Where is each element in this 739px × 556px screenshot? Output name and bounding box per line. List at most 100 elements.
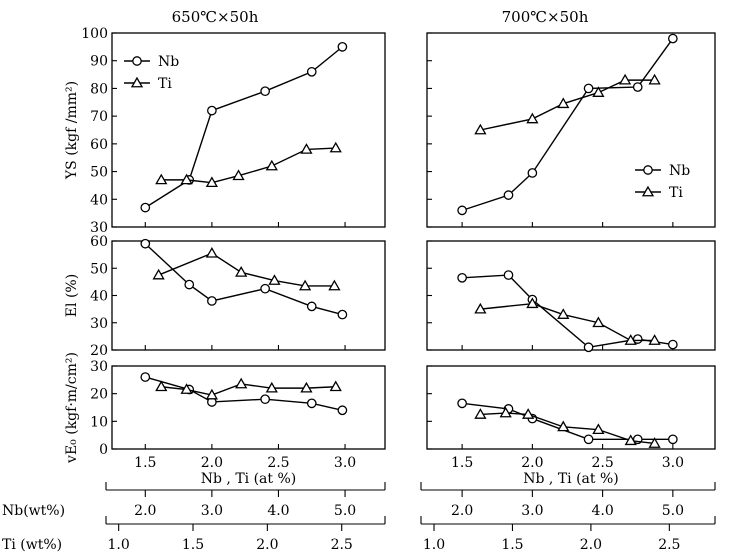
secondary-tick-label: 2.0: [580, 537, 602, 553]
data-point-ti: [328, 279, 341, 291]
data-point-ti: [526, 297, 539, 309]
y-tick-label: 30: [90, 220, 108, 236]
data-point-nb: [503, 190, 514, 200]
panel-el-650: 20 30 40 50 60 El (%): [64, 234, 386, 359]
data-point-nb: [583, 434, 594, 445]
legend-marker: [132, 56, 142, 66]
legend-label: Ti: [669, 185, 683, 201]
data-point-nb: [306, 301, 317, 312]
panel-el-700: [426, 240, 716, 353]
data-point-ti: [474, 123, 487, 135]
data-point-ti: [526, 112, 539, 124]
data-point-nb: [260, 394, 270, 405]
y-tick-label: 50: [90, 261, 108, 277]
data-point-ti: [557, 97, 570, 109]
data-point-nb: [457, 272, 467, 283]
secondary-tick-label: 3.0: [521, 503, 543, 519]
series-line-nb: [144, 243, 343, 316]
data-point-ti: [592, 423, 605, 435]
series-line-nb: [462, 402, 673, 441]
series-line-ti: [480, 302, 655, 342]
series-nb: [140, 238, 348, 320]
x-tick-label: 1.5: [451, 455, 473, 471]
x-tick-label: 2.0: [521, 455, 543, 471]
x-axis-label: Nb , Ti (at %): [201, 471, 296, 487]
secondary-tick-label: 3.0: [201, 503, 223, 519]
panel-ve0-650: 0 10 20 30 1.5 2.0 2.5 3.0 vE₀ (kgf·m/cm²) Nb , T…: [64, 352, 386, 487]
y-tick-label: 90: [90, 54, 108, 70]
data-point-ti: [522, 408, 535, 419]
secondary-tick-label: 5.0: [334, 503, 356, 519]
secondary-tick-label: 4.0: [267, 503, 289, 519]
series-ti: [474, 73, 661, 135]
legend-marker: [130, 76, 144, 88]
data-point-ti: [329, 141, 342, 153]
y-tick-label: 0: [99, 442, 108, 458]
legend-label: Nb: [669, 163, 690, 179]
data-point-ti: [474, 302, 487, 314]
y-axis-label: El (%): [64, 274, 80, 317]
x-axis-label: Nb , Ti (at %): [523, 471, 618, 487]
data-point-nb: [583, 342, 594, 353]
data-point-nb: [457, 398, 467, 409]
secondary-axis-label: Nb(wt%): [2, 503, 65, 519]
y-tick-label: 100: [81, 26, 108, 42]
data-point-nb: [306, 66, 317, 77]
data-point-ti: [624, 334, 637, 345]
plot-frame: [111, 32, 386, 228]
data-point-ti: [205, 388, 218, 400]
data-point-ti: [180, 173, 193, 185]
series-nb: [457, 398, 678, 445]
y-tick-label: 80: [90, 81, 108, 97]
column-title-650: 650℃×50h: [172, 8, 259, 26]
plot-frame: [426, 240, 716, 351]
data-point-nb: [457, 205, 467, 216]
data-point-nb: [527, 168, 538, 178]
legend-marker: [643, 165, 653, 175]
secondary-tick-label: 2.5: [658, 537, 680, 553]
x-tick-label: 2.5: [591, 455, 613, 471]
y-tick-label: 50: [90, 165, 108, 181]
y-tick-label: 70: [90, 109, 108, 125]
data-point-ti: [205, 176, 218, 188]
y-tick-label: 10: [90, 414, 108, 430]
panel-ys-700: Nb Ti: [426, 32, 716, 228]
series-line-ti: [158, 252, 335, 287]
data-point-ti: [265, 159, 278, 171]
plot-frame: [111, 240, 386, 351]
panel-ys-650: 30 40 50 60 70 80 90 100 YS (kgf /mm²) Nb Ti: [64, 26, 386, 236]
plot-frame: [426, 365, 716, 450]
secondary-axes: Nb(wt%) 2.0 3.0 4.0 5.0 2.0 3.0 4.0 5.0 Ti (wt%) 1…: [2, 482, 716, 553]
data-point-nb: [260, 283, 270, 294]
data-point-nb: [140, 202, 151, 213]
data-point-nb: [140, 372, 151, 382]
data-point-nb: [583, 83, 594, 94]
data-point-ti: [235, 377, 248, 389]
plot-frame: [426, 32, 716, 228]
data-point-ti: [648, 334, 661, 345]
series-line-nb: [461, 38, 674, 212]
data-point-nb: [337, 309, 348, 320]
data-point-ti: [152, 268, 165, 280]
y-tick-label: 20: [90, 343, 108, 359]
series-ti: [155, 141, 342, 188]
y-tick-label: 30: [90, 316, 108, 332]
y-tick-label: 30: [90, 359, 108, 375]
data-point-ti: [557, 420, 570, 432]
legend-label: Nb: [158, 54, 179, 70]
data-point-ti: [232, 169, 245, 181]
x-tick-label: 2.5: [267, 455, 289, 471]
secondary-axis-label: Ti (wt%): [2, 537, 62, 553]
data-point-ti: [648, 437, 661, 448]
data-point-nb: [337, 405, 348, 416]
secondary-tick-label: 2.0: [134, 503, 156, 519]
secondary-tick-label: 2.0: [256, 537, 278, 553]
panel-ve0-700: 1.5 2.0 2.5 3.0 Nb , Ti (at %): [426, 365, 716, 487]
series-ti: [155, 377, 342, 400]
data-point-ti: [499, 406, 512, 418]
data-point-ti: [474, 408, 487, 419]
data-point-ti: [648, 73, 661, 85]
y-axis-label: YS (kgf /mm²): [64, 81, 80, 180]
data-point-nb: [668, 434, 678, 445]
data-point-nb: [207, 296, 217, 306]
